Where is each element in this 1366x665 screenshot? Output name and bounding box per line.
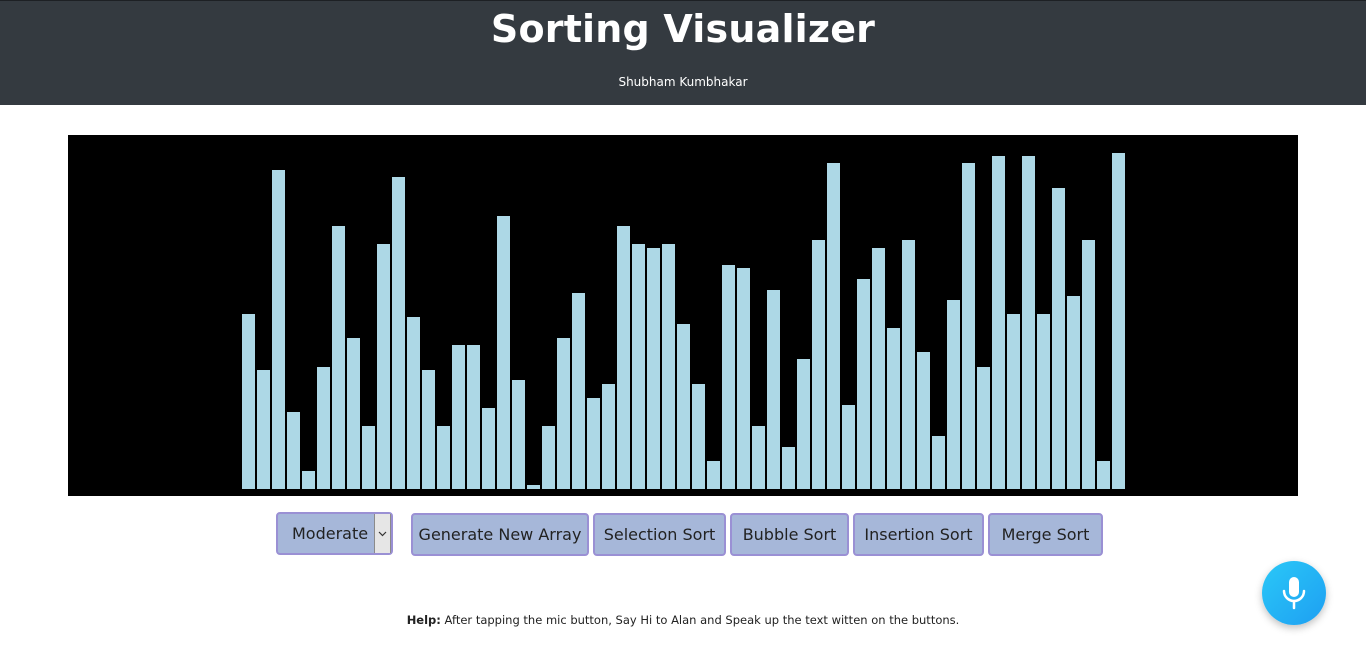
array-visualization bbox=[68, 135, 1298, 496]
array-bar bbox=[962, 163, 975, 489]
author-name: Shubham Kumbhakar bbox=[618, 75, 748, 89]
selection-sort-button[interactable]: Selection Sort bbox=[593, 513, 726, 556]
array-bar bbox=[512, 380, 525, 489]
array-bar bbox=[902, 240, 915, 489]
array-bar bbox=[392, 177, 405, 489]
array-bar bbox=[527, 485, 540, 489]
array-bar bbox=[1112, 153, 1125, 489]
array-bar bbox=[1082, 240, 1095, 489]
array-bar bbox=[572, 293, 585, 489]
array-bar bbox=[602, 384, 615, 489]
array-bar bbox=[797, 359, 810, 489]
array-bar bbox=[647, 248, 660, 489]
array-bar bbox=[992, 156, 1005, 489]
array-bar bbox=[707, 461, 720, 489]
array-bar bbox=[1007, 314, 1020, 489]
array-bar bbox=[662, 244, 675, 489]
array-bar bbox=[977, 367, 990, 489]
page-title: Sorting Visualizer bbox=[490, 7, 876, 51]
array-bar bbox=[452, 345, 465, 489]
array-bar bbox=[1022, 156, 1035, 489]
array-bar bbox=[467, 345, 480, 489]
array-bar bbox=[1037, 314, 1050, 489]
speed-select[interactable]: Moderate bbox=[276, 512, 393, 555]
array-bar bbox=[812, 240, 825, 489]
array-bar bbox=[302, 471, 315, 489]
speed-selected-value: Moderate bbox=[292, 524, 369, 543]
help-label: Help: bbox=[406, 613, 441, 627]
array-bar bbox=[632, 244, 645, 489]
help-message: After tapping the mic button, Say Hi to … bbox=[444, 613, 960, 627]
array-bar bbox=[272, 170, 285, 489]
merge-sort-button[interactable]: Merge Sort bbox=[988, 513, 1103, 556]
array-bar bbox=[677, 324, 690, 489]
array-bar bbox=[1097, 461, 1110, 489]
array-bar bbox=[737, 268, 750, 489]
array-bar bbox=[767, 290, 780, 489]
array-bar bbox=[497, 216, 510, 489]
help-text: Help: After tapping the mic button, Say … bbox=[0, 612, 1366, 628]
array-bar bbox=[557, 338, 570, 489]
array-bar bbox=[257, 370, 270, 489]
array-bar bbox=[377, 244, 390, 489]
array-bar bbox=[587, 398, 600, 489]
app-header: Sorting Visualizer Shubham Kumbhakar bbox=[0, 0, 1366, 105]
insertion-sort-button[interactable]: Insertion Sort bbox=[853, 513, 984, 556]
control-bar: Moderate Generate New Array Selection So… bbox=[0, 512, 1366, 556]
array-bar bbox=[932, 436, 945, 489]
bubble-sort-button[interactable]: Bubble Sort bbox=[730, 513, 849, 556]
array-bar bbox=[887, 328, 900, 489]
array-bar bbox=[842, 405, 855, 489]
array-bar bbox=[242, 314, 255, 489]
array-bar bbox=[947, 300, 960, 489]
array-bar bbox=[317, 367, 330, 489]
chevron-down-icon[interactable] bbox=[374, 514, 391, 553]
array-bar bbox=[692, 384, 705, 489]
array-bar bbox=[752, 426, 765, 489]
array-bar bbox=[722, 265, 735, 489]
array-bar bbox=[617, 226, 630, 489]
array-bar bbox=[287, 412, 300, 489]
array-bar bbox=[542, 426, 555, 489]
array-bar bbox=[482, 408, 495, 489]
array-bar bbox=[1052, 188, 1065, 489]
array-bar bbox=[917, 352, 930, 489]
array-bar bbox=[872, 248, 885, 489]
array-bar bbox=[1067, 296, 1080, 489]
array-bar bbox=[362, 426, 375, 489]
microphone-icon bbox=[1282, 577, 1306, 610]
array-bar bbox=[857, 279, 870, 489]
array-bar bbox=[422, 370, 435, 489]
array-bar bbox=[347, 338, 360, 489]
array-bar bbox=[782, 447, 795, 489]
array-bar bbox=[437, 426, 450, 489]
array-bar bbox=[827, 163, 840, 489]
array-bar bbox=[332, 226, 345, 489]
array-bar bbox=[407, 317, 420, 489]
mic-button[interactable] bbox=[1262, 561, 1326, 625]
generate-new-array-button[interactable]: Generate New Array bbox=[411, 513, 589, 556]
